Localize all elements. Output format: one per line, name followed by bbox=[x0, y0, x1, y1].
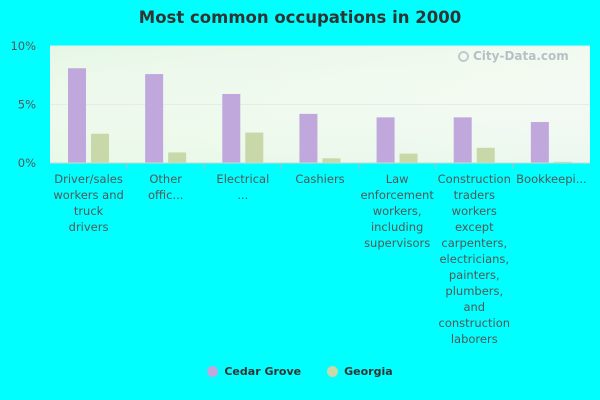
legend-label: Georgia bbox=[344, 365, 393, 378]
bar[interactable] bbox=[322, 158, 341, 163]
bar[interactable] bbox=[476, 147, 495, 163]
legend-item[interactable]: Cedar Grove bbox=[207, 365, 301, 378]
bar[interactable] bbox=[245, 132, 264, 163]
bar[interactable] bbox=[299, 113, 318, 163]
bar[interactable] bbox=[145, 74, 164, 163]
bar[interactable] bbox=[399, 153, 418, 163]
y-tick-label: 5% bbox=[18, 98, 36, 112]
legend-item[interactable]: Georgia bbox=[327, 365, 393, 378]
category-label: Law enforcement workers, including superviso… bbox=[360, 172, 434, 250]
bar[interactable] bbox=[453, 117, 472, 163]
watermark: City-Data.com bbox=[458, 49, 569, 63]
bar[interactable] bbox=[553, 161, 572, 163]
category-label: Bookkeepi... bbox=[516, 172, 586, 186]
bar[interactable] bbox=[376, 117, 395, 163]
bar[interactable] bbox=[68, 68, 86, 163]
bar[interactable] bbox=[91, 133, 109, 163]
category-label: Other offic... bbox=[148, 172, 183, 202]
category-label: Driver/sales workers and truck drivers bbox=[53, 172, 124, 234]
bar[interactable] bbox=[222, 93, 241, 163]
chart-title: Most common occupations in 2000 bbox=[138, 8, 462, 27]
bar[interactable] bbox=[530, 122, 549, 163]
city-data-logo-icon bbox=[458, 50, 469, 62]
category-label: Construction traders workers except carpente… bbox=[438, 172, 511, 346]
legend-swatch bbox=[327, 366, 339, 377]
y-tick-label: 10% bbox=[10, 39, 36, 53]
legend-label: Cedar Grove bbox=[224, 365, 302, 378]
legend-swatch bbox=[207, 366, 219, 377]
watermark-text: City-Data.com bbox=[473, 49, 569, 63]
category-label: Electrical... bbox=[216, 172, 269, 202]
category-label: Cashiers bbox=[295, 172, 344, 186]
y-tick-label: 0% bbox=[18, 156, 36, 170]
legend: Cedar Grove Georgia bbox=[0, 365, 600, 378]
bar[interactable] bbox=[168, 152, 187, 163]
